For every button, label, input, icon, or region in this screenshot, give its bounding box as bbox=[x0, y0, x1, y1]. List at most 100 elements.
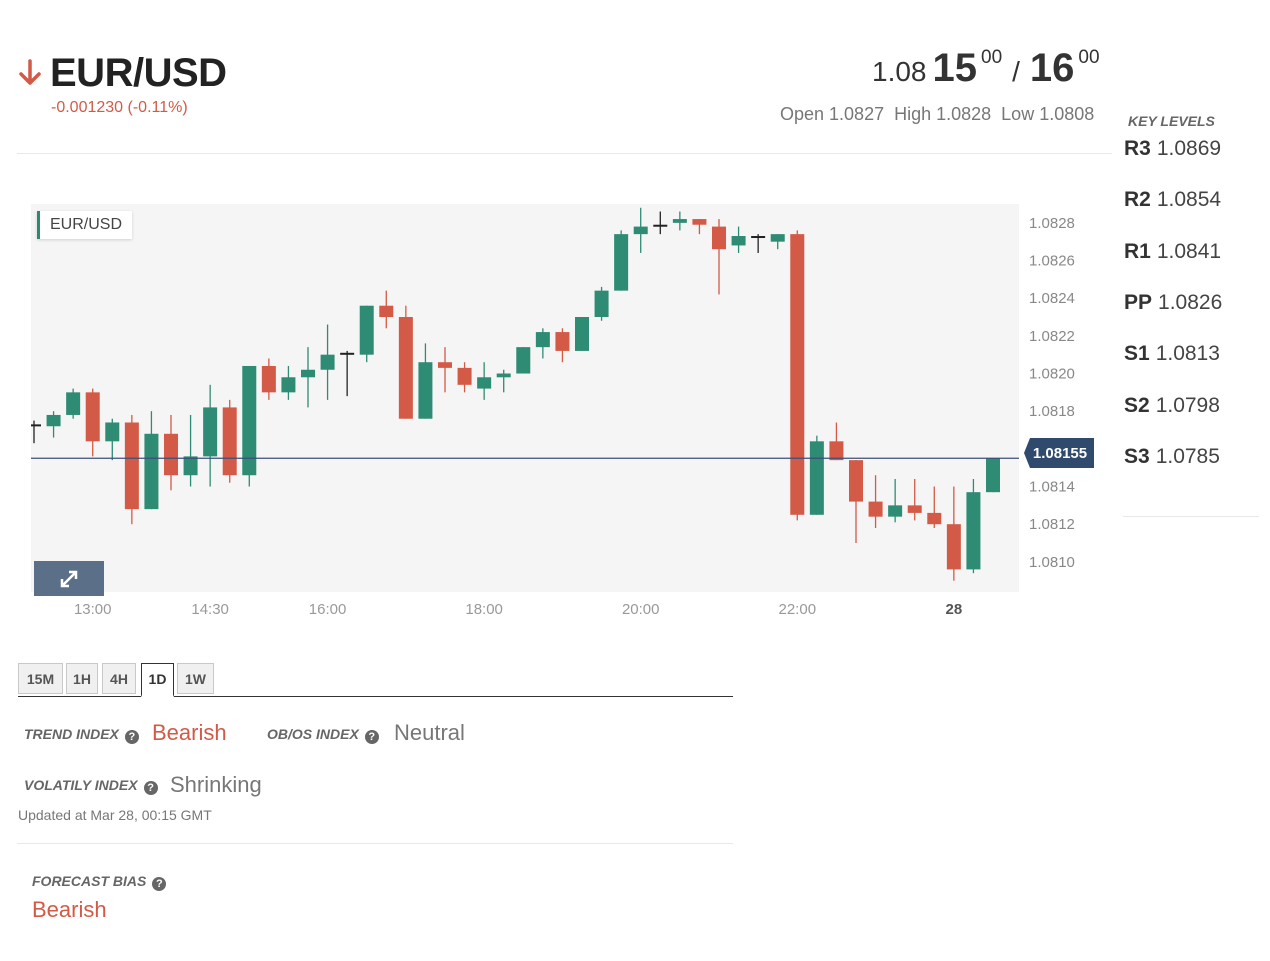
candle-body bbox=[790, 234, 805, 515]
candle-body bbox=[633, 226, 648, 235]
candle-body bbox=[888, 505, 903, 517]
candle-body bbox=[809, 441, 824, 515]
candle-body bbox=[301, 369, 315, 378]
candle-body bbox=[516, 347, 531, 374]
question-icon[interactable]: ? bbox=[152, 877, 167, 891]
x-tick-label: 13:00 bbox=[74, 601, 112, 618]
tab-1h[interactable]: 1H bbox=[66, 663, 98, 694]
candle-body bbox=[477, 377, 492, 389]
candle-body bbox=[712, 226, 726, 250]
candle-body bbox=[85, 392, 100, 442]
candle-body bbox=[555, 332, 570, 351]
y-tick-label: 1.0828 bbox=[1029, 215, 1075, 232]
candle-body bbox=[692, 219, 707, 225]
chart-symbol-label: EUR/USD bbox=[37, 211, 133, 239]
candle-body bbox=[46, 414, 61, 427]
candle-body bbox=[966, 492, 981, 570]
bid-sup: 00 bbox=[981, 47, 1003, 68]
candle-body bbox=[261, 365, 276, 393]
candle-body bbox=[575, 317, 589, 351]
candle-body bbox=[457, 367, 472, 385]
expand-arrows-icon bbox=[60, 570, 78, 587]
down-arrow-icon bbox=[19, 59, 41, 85]
candle-body bbox=[66, 392, 81, 415]
trend-index-value: Bearish bbox=[152, 720, 227, 745]
candle-body bbox=[418, 362, 433, 419]
candle-body bbox=[849, 460, 863, 502]
candle-body bbox=[438, 362, 452, 368]
y-tick-label: 1.0818 bbox=[1029, 403, 1075, 420]
candle-body bbox=[594, 290, 609, 318]
candle-body bbox=[398, 317, 413, 419]
timeframe-tabs: 15M 1H 4H 1D 1W bbox=[18, 663, 733, 697]
divider bbox=[17, 843, 733, 844]
tab-4h[interactable]: 4H bbox=[102, 663, 136, 694]
pair-title: EUR/USD bbox=[50, 51, 227, 95]
candle-body bbox=[672, 219, 687, 223]
candle-body bbox=[379, 305, 394, 318]
current-price-tag: 1.08155 bbox=[1024, 438, 1094, 468]
candle-body bbox=[868, 501, 883, 517]
bid-big: 15 bbox=[932, 46, 978, 90]
y-tick-label: 1.0812 bbox=[1029, 516, 1075, 533]
candle-body bbox=[222, 407, 237, 476]
candle-body bbox=[124, 422, 139, 510]
tab-1d[interactable]: 1D bbox=[141, 663, 174, 697]
key-level-s3: S3 1.0785 bbox=[1124, 445, 1220, 468]
tab-1w[interactable]: 1W bbox=[177, 663, 214, 694]
candlestick-chart[interactable]: 1.0828 1.0826 1.0824 1.0822 1.0820 1.0818 1.08… bbox=[31, 204, 1091, 624]
key-level-r2: R2 1.0854 bbox=[1124, 188, 1222, 211]
obos-index-value: Neutral bbox=[394, 720, 465, 745]
price-change: -0.001230 (-0.11%) bbox=[51, 99, 188, 116]
question-icon[interactable]: ? bbox=[143, 781, 158, 795]
candle-body bbox=[927, 512, 942, 525]
candle-body bbox=[731, 236, 746, 246]
x-tick-label: 28 bbox=[946, 601, 963, 618]
candle-body bbox=[31, 424, 41, 427]
trend-index-label: TREND INDEX? bbox=[24, 726, 139, 744]
candle-body bbox=[751, 236, 766, 239]
candle-body bbox=[359, 305, 374, 355]
key-level-s2: S2 1.0798 bbox=[1124, 394, 1220, 417]
bid-ask-price: 1.08 15 00/16 00 bbox=[872, 46, 1100, 91]
volatility-index-value: Shrinking bbox=[170, 772, 262, 797]
tab-15m[interactable]: 15M bbox=[18, 663, 63, 694]
low-value: Low 1.0808 bbox=[1001, 104, 1095, 124]
candle-body bbox=[946, 524, 961, 570]
current-price-label: 1.08155 bbox=[1033, 445, 1087, 462]
y-tick-label: 1.0820 bbox=[1029, 366, 1075, 383]
chart-plot-area[interactable] bbox=[31, 204, 1019, 592]
candle-body bbox=[144, 433, 159, 510]
key-level-r3: R3 1.0869 bbox=[1124, 137, 1222, 160]
forecast-bias-value: Bearish bbox=[32, 897, 107, 922]
candle-body bbox=[281, 377, 296, 393]
x-tick-label: 20:00 bbox=[622, 601, 660, 618]
expand-chart-button[interactable] bbox=[34, 561, 104, 596]
candle-body bbox=[986, 458, 1000, 493]
candle-body bbox=[183, 456, 198, 476]
question-icon[interactable]: ? bbox=[124, 730, 139, 744]
key-levels-title: KEY LEVELS bbox=[1128, 113, 1215, 129]
updated-timestamp: Updated at Mar 28, 00:15 GMT bbox=[18, 807, 212, 823]
divider bbox=[1123, 516, 1259, 517]
price-separator: / bbox=[1012, 56, 1020, 87]
candle-body bbox=[653, 224, 668, 227]
obos-index-label: OB/OS INDEX? bbox=[267, 726, 379, 744]
candle-body bbox=[320, 354, 335, 370]
y-tick-label: 1.0822 bbox=[1029, 328, 1075, 345]
forecast-bias-label: FORECAST BIAS? bbox=[32, 873, 167, 891]
ask-big: 16 bbox=[1029, 46, 1075, 90]
question-icon[interactable]: ? bbox=[364, 730, 379, 744]
y-tick-label: 1.0814 bbox=[1029, 479, 1075, 496]
candle-body bbox=[496, 373, 511, 378]
candle-body bbox=[614, 234, 629, 291]
key-level-pp: PP 1.0826 bbox=[1124, 291, 1223, 314]
candle-body bbox=[770, 234, 785, 242]
candle-body bbox=[829, 441, 844, 461]
key-level-s1: S1 1.0813 bbox=[1124, 342, 1220, 365]
open-value: Open 1.0827 bbox=[780, 104, 885, 124]
key-level-r1: R1 1.0841 bbox=[1124, 240, 1222, 263]
divider bbox=[17, 153, 1112, 154]
y-tick-label: 1.0810 bbox=[1029, 554, 1075, 571]
x-tick-label: 16:00 bbox=[309, 601, 347, 618]
